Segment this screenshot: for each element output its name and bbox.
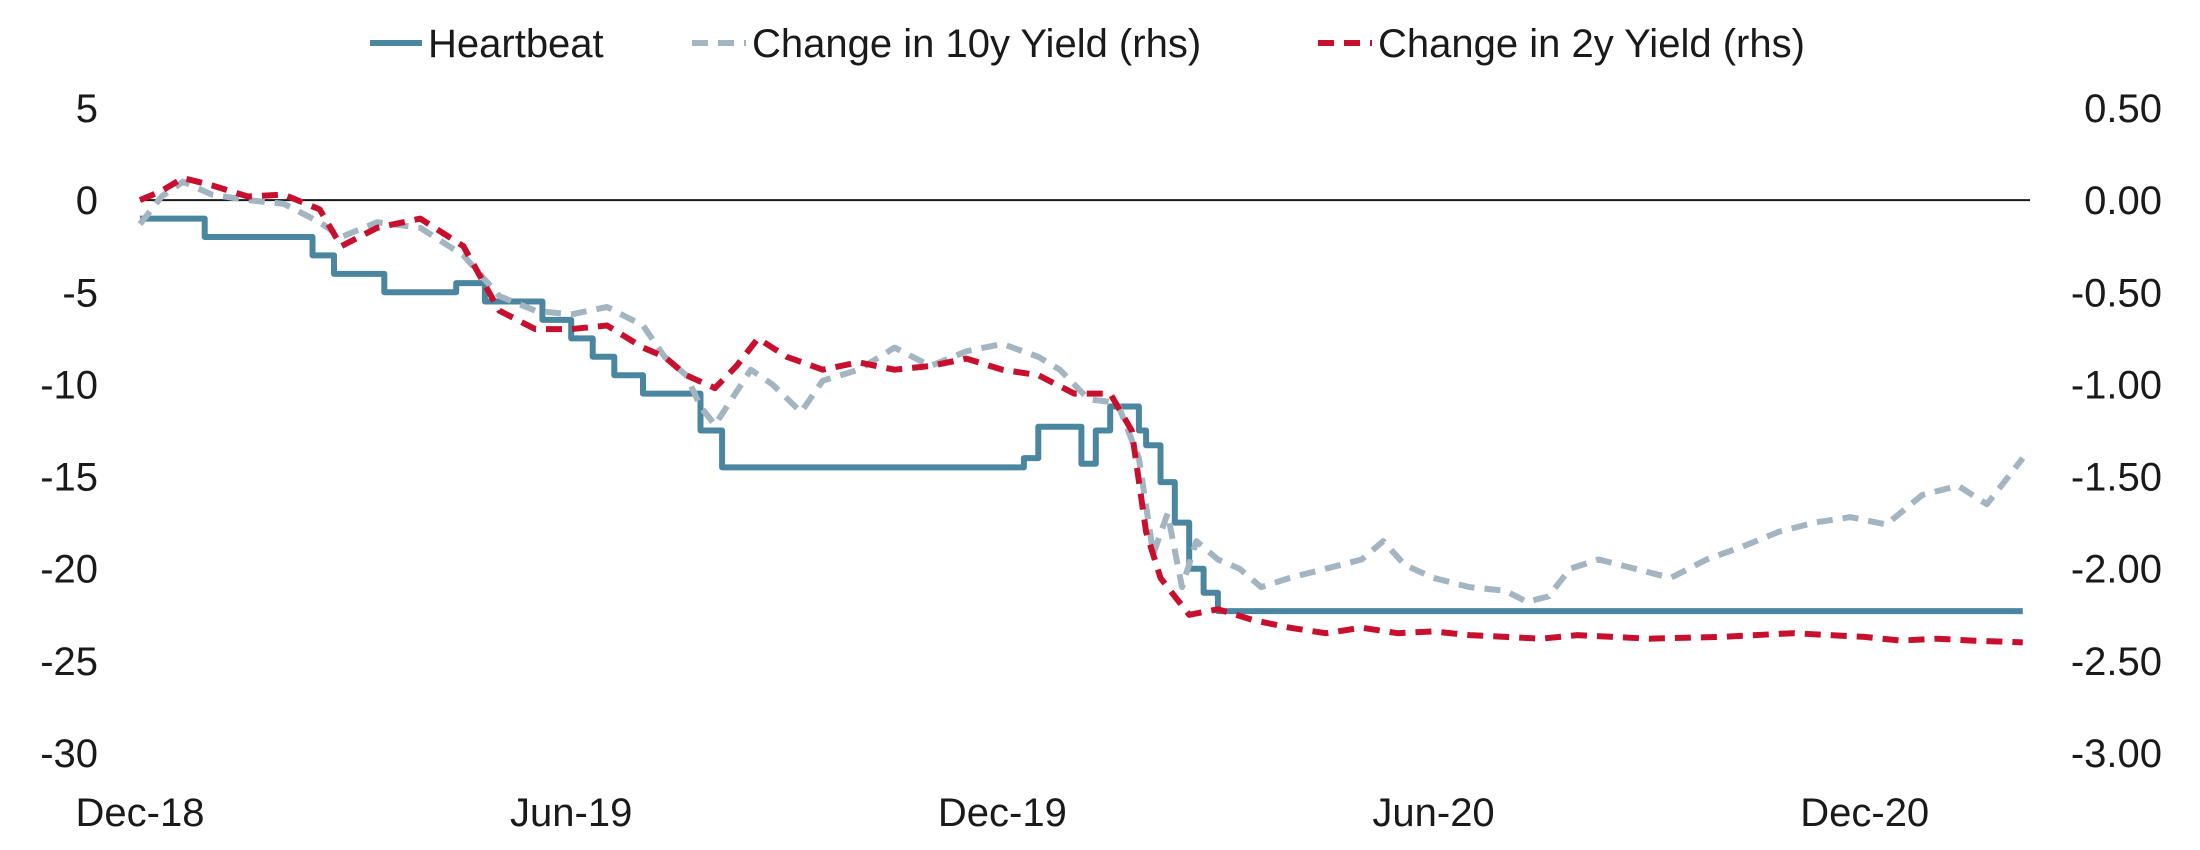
x-tick-label: Jun-19 <box>510 791 632 835</box>
y-tick-label-left: -5 <box>62 271 98 315</box>
y-tick-label-right: -1.00 <box>2071 363 2162 407</box>
heartbeat-line <box>140 215 2023 615</box>
x-tick-label: Dec-19 <box>938 791 1067 835</box>
x-tick-label: Dec-18 <box>76 791 205 835</box>
y-tick-label-left: -20 <box>40 548 98 592</box>
y-tick-label-left: -25 <box>40 640 98 684</box>
y-tick-label-left: -30 <box>40 732 98 776</box>
y-tick-label-right: -3.00 <box>2071 732 2162 776</box>
legend: Heartbeat Change in 10y Yield (rhs) Chan… <box>370 22 1805 66</box>
y-tick-label-right: -2.50 <box>2071 640 2162 684</box>
axes: 5 0 -5 -10 -15 -20 -25 -30 0.50 0.00 -0.50 -1.00 -1.… <box>40 87 2162 835</box>
change-2y-yield-line <box>138 175 2023 646</box>
change-10y-yield-line <box>137 178 2026 605</box>
y-tick-label-right: -1.50 <box>2071 456 2162 500</box>
series-group <box>137 175 2026 646</box>
x-tick-label: Dec-20 <box>1800 791 1929 835</box>
y-tick-label-right: 0.00 <box>2084 179 2162 223</box>
y-tick-label-right: -0.50 <box>2071 271 2162 315</box>
legend-label-2y-yield: Change in 2y Yield (rhs) <box>1378 22 1805 66</box>
y-tick-label-left: -10 <box>40 363 98 407</box>
legend-label-10y-yield: Change in 10y Yield (rhs) <box>752 22 1201 66</box>
x-tick-label: Jun-20 <box>1372 791 1494 835</box>
y-tick-label-left: 5 <box>76 87 98 131</box>
y-tick-label-left: -15 <box>40 456 98 500</box>
y-tick-label-right: -2.00 <box>2071 548 2162 592</box>
y-tick-label-right: 0.50 <box>2084 87 2162 131</box>
y-tick-label-left: 0 <box>76 179 98 223</box>
legend-label-heartbeat: Heartbeat <box>428 22 604 66</box>
